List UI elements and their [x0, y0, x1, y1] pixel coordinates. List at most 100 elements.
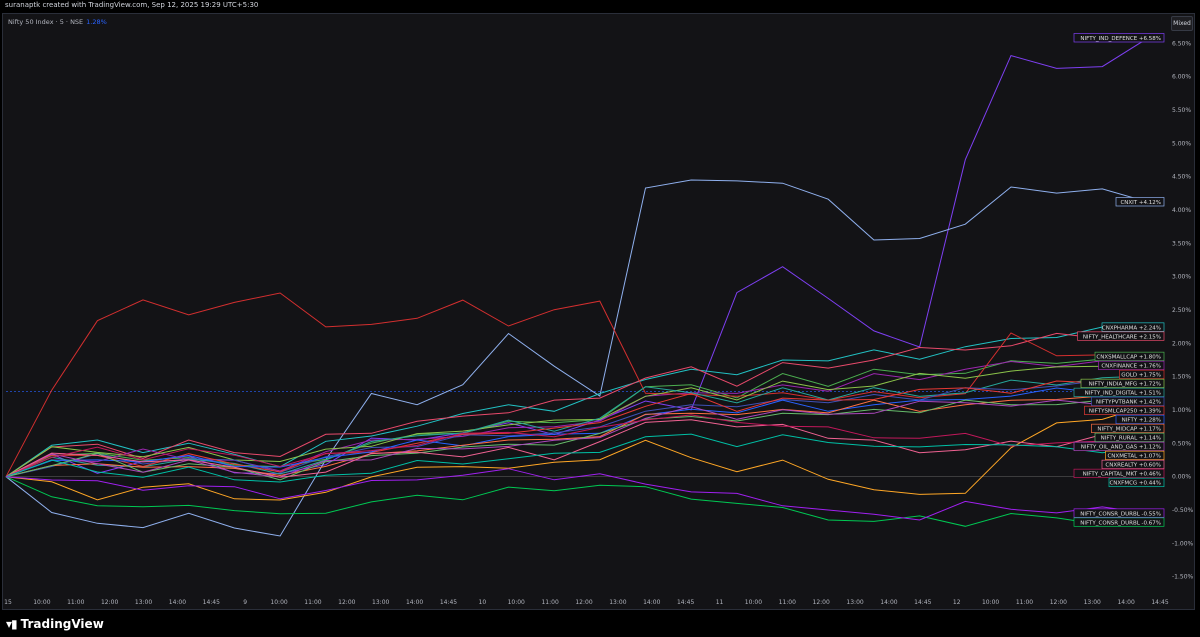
x-tick-label: 14:00: [1117, 599, 1134, 606]
symbol-legend[interactable]: Nifty 50 Index · 5 · NSE 1.28%: [8, 18, 107, 26]
label-box: [1073, 508, 1165, 518]
x-tick-label: 11:00: [304, 599, 321, 606]
series-end-label: NIFTY_IND_DEFENCE +6.58%: [1073, 33, 1165, 43]
series-line: [5, 37, 1149, 478]
x-tick-label: 14:00: [880, 599, 897, 606]
series-end-label: NIFTYSMLCAP250 +1.39%: [1084, 405, 1165, 416]
y-tick-label: 5.50%: [1172, 107, 1191, 114]
series-line: [5, 179, 1149, 537]
x-tick-label: 11: [716, 599, 724, 606]
series-end-label: NIFTY_CAPITAL_MKT +0.46%: [1073, 468, 1165, 479]
label-box: [1073, 468, 1165, 479]
label-box: [1091, 396, 1165, 407]
label-text: CNXIT +4.12%: [1120, 200, 1161, 206]
x-tick-label: 12:00: [813, 599, 830, 606]
series-end-label: NIFTY_CONSR_DURBL -0.55%: [1073, 508, 1165, 518]
x-tick-label: 10:00: [745, 599, 762, 606]
label-box: [1115, 197, 1165, 207]
y-tick-label: 2.00%: [1172, 340, 1191, 347]
label-text: NIFTY_IND_DIGITAL +1.51%: [1085, 391, 1161, 397]
series-end-label: NIFTY_INDIA_MFG +1.72%: [1080, 378, 1165, 389]
series-line: [5, 419, 1149, 478]
brand-name: TradingView: [20, 617, 104, 631]
series-line: [5, 433, 1149, 483]
tradingview-logo-icon: ▾▮: [6, 617, 18, 631]
x-tick-label: 10:00: [270, 599, 287, 606]
top-credit-bar: suranaptk created with TradingView.com, …: [0, 0, 1200, 13]
mixed-button[interactable]: Mixed: [1171, 16, 1193, 31]
label-text: NIFTYPVTBANK +1.42%: [1096, 400, 1161, 406]
x-tick-label: 13:00: [372, 599, 389, 606]
series-line: [5, 292, 1149, 477]
y-tick-label: 1.00%: [1172, 407, 1191, 414]
series-end-label: NIFTY +1.28%: [1115, 414, 1165, 425]
x-tick-label: 11:00: [779, 599, 796, 606]
x-tick-label: 14:45: [440, 599, 457, 606]
x-tick-label: 12:00: [575, 599, 592, 606]
x-tick-label: 14:45: [203, 599, 220, 606]
x-tick-label: 10:00: [982, 599, 999, 606]
y-tick-label: 2.50%: [1172, 307, 1191, 314]
label-box: [1073, 517, 1165, 527]
x-tick-label: 12:00: [338, 599, 355, 606]
y-tick-label: 4.50%: [1172, 174, 1191, 181]
label-box: [1108, 477, 1165, 488]
label-text: CNXFINANCE +1.76%: [1101, 364, 1161, 370]
label-box: [1080, 378, 1165, 389]
x-tick-label: 14:00: [406, 599, 423, 606]
series-end-label: CNXPHARMA +2.24%: [1101, 322, 1165, 332]
series-end-label: NIFTYPVTBANK +1.42%: [1091, 396, 1165, 407]
label-box: [1105, 450, 1165, 461]
chart-svg[interactable]: 6.50% 6.00% 5.50% 5.00% 4.50% 4.00% 3.50% 3.00%…: [0, 0, 1200, 610]
footer-bar: ▾▮ TradingView: [0, 610, 1200, 637]
x-tick-label: 12:00: [101, 599, 118, 606]
y-tick-label: -1.50%: [1172, 574, 1194, 581]
tradingview-logo[interactable]: ▾▮ TradingView: [6, 617, 104, 631]
series-end-label: CNXMETAL +1.07%: [1105, 450, 1165, 461]
series-end-label: CNXREALTY +0.60%: [1101, 459, 1165, 470]
y-tick-label: 4.00%: [1172, 207, 1191, 214]
label-box: [1073, 33, 1165, 43]
x-tick-label: 11:00: [1016, 599, 1033, 606]
label-box: [1084, 405, 1165, 416]
label-text: CNXMETAL +1.07%: [1107, 454, 1161, 460]
series-end-label: NIFTY_MIDCAP +1.17%: [1091, 423, 1165, 434]
y-tick-label: -1.00%: [1172, 540, 1194, 547]
symbol-label: Nifty 50 Index · 5 · NSE: [8, 18, 84, 26]
series-end-label: GOLD +1.75%: [1119, 369, 1165, 380]
series-line: [5, 399, 1149, 481]
x-tick-label: 10:00: [508, 599, 525, 606]
series-line: [5, 375, 1149, 478]
x-tick-label: 9: [243, 599, 247, 606]
x-tick-label: 13:00: [609, 599, 626, 606]
series-line: [5, 468, 1149, 521]
y-tick-label: 1.50%: [1172, 374, 1191, 381]
series-end-label: CNXIT +4.12%: [1115, 197, 1165, 207]
label-text: NIFTY_HEALTHCARE +2.15%: [1083, 334, 1161, 340]
label-box: [1091, 423, 1165, 434]
y-tick-label: 3.00%: [1172, 274, 1191, 281]
series-line: [5, 395, 1149, 478]
label-text: NIFTY +1.28%: [1122, 418, 1161, 424]
series-line: [5, 356, 1149, 478]
x-tick-label: 14:00: [643, 599, 660, 606]
label-text: NIFTY_IND_DEFENCE +6.58%: [1080, 36, 1161, 42]
series-line: [5, 380, 1149, 478]
label-text: CNXPHARMA +2.24%: [1102, 325, 1161, 331]
credit-text: suranaptk created with TradingView.com, …: [5, 1, 259, 9]
series-line: [5, 476, 1149, 527]
x-tick-label: 13:00: [1084, 599, 1101, 606]
series-end-label: NIFTY_RURAL +1.14%: [1094, 432, 1165, 443]
series-line: [5, 332, 1149, 478]
x-tick-label: 10: [479, 599, 487, 606]
x-tick-label: 12:00: [1050, 599, 1067, 606]
label-box: [1073, 441, 1165, 452]
label-box: [1094, 432, 1165, 443]
y-tick-label: -0.50%: [1172, 507, 1194, 514]
series-line: [5, 387, 1149, 478]
label-text: CNXSMALLCAP +1.80%: [1096, 355, 1161, 361]
x-tick-label: 14:45: [677, 599, 694, 606]
y-tick-label: 0.00%: [1172, 474, 1191, 481]
label-text: NIFTY_CAPITAL_MKT +0.46%: [1083, 472, 1161, 478]
series-end-label: NIFTY_HEALTHCARE +2.15%: [1077, 331, 1165, 341]
